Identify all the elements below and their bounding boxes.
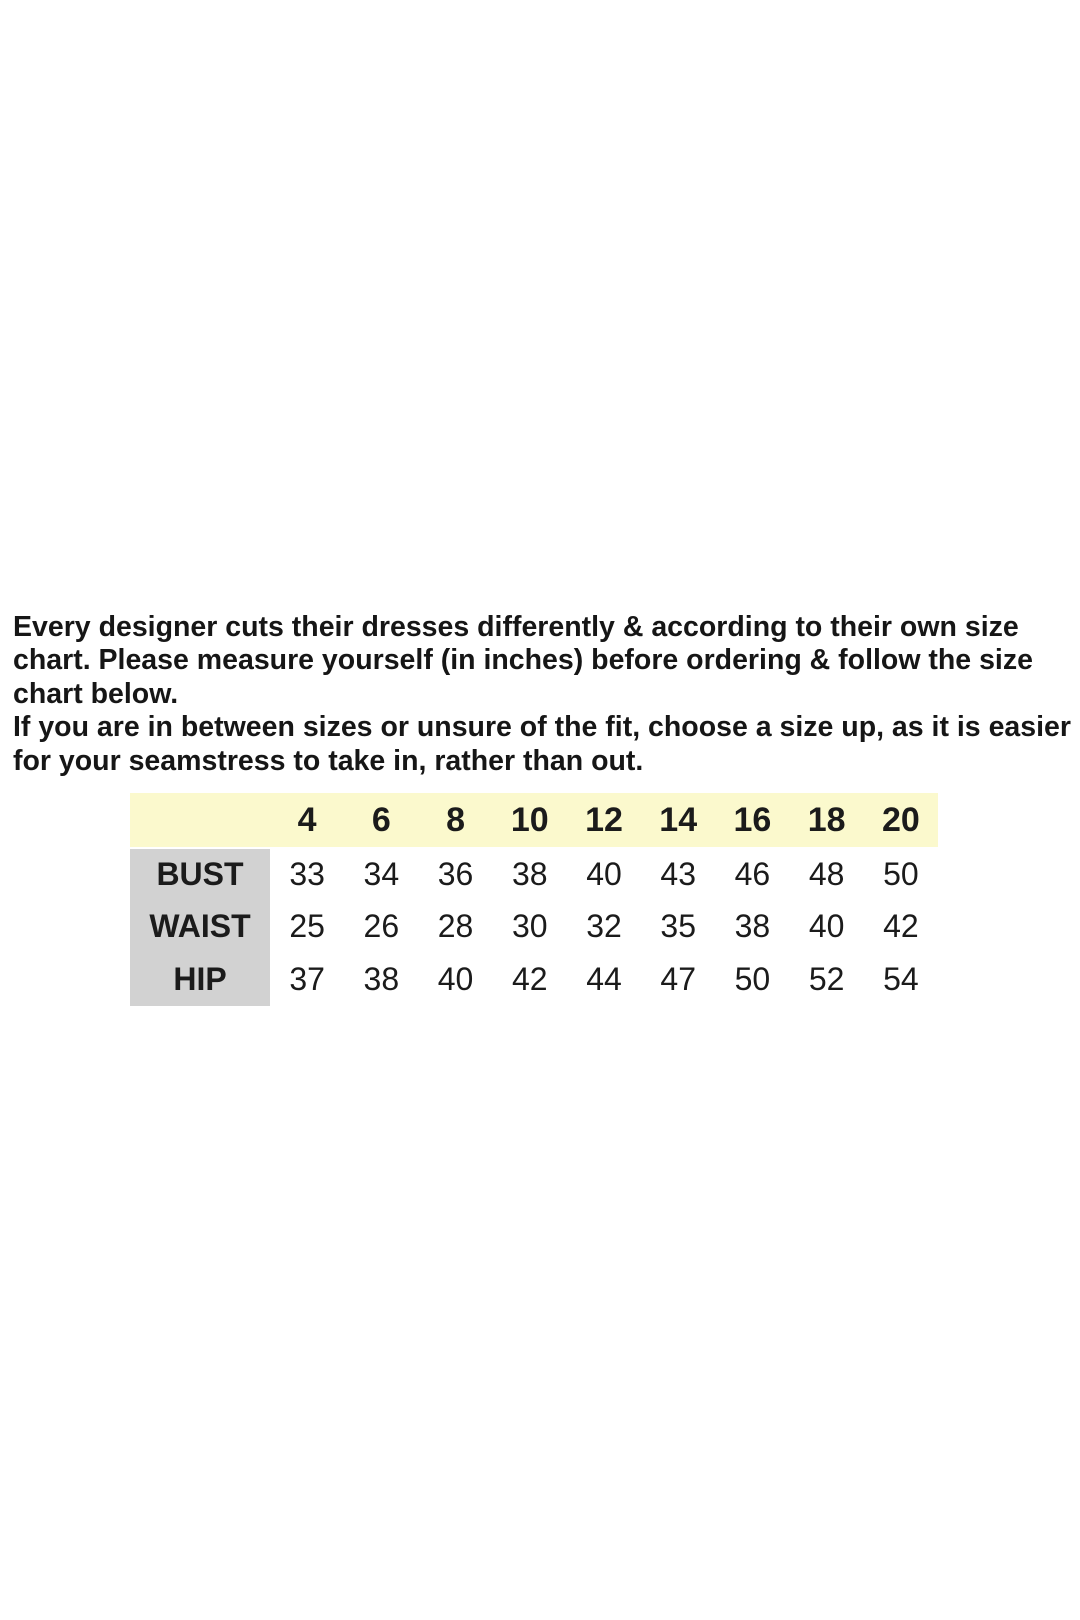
corner-cell [130, 793, 270, 847]
measurement-cell: 46 [715, 847, 790, 900]
size-column-header: 14 [641, 793, 716, 847]
intro-text: Every designer cuts their dresses differ… [13, 611, 1075, 778]
size-column-header: 12 [566, 793, 642, 847]
size-chart-body: BUST 33 34 36 38 40 43 46 48 50 WAIST 25 26 28 30 32 35 3… [130, 847, 938, 1006]
size-column-header: 16 [715, 793, 790, 847]
row-label: BUST [130, 847, 270, 900]
measurement-cell: 52 [789, 953, 864, 1006]
size-column-header: 20 [863, 793, 938, 847]
measurement-cell: 35 [641, 900, 716, 953]
measurement-cell: 30 [492, 900, 567, 953]
measurement-row: WAIST 25 26 28 30 32 35 38 40 42 [130, 900, 938, 953]
measurement-cell: 50 [863, 847, 938, 900]
size-chart-table: 4 6 8 10 12 14 16 18 20 BUST 33 34 36 38 40 43 46 48 50 WA… [130, 793, 938, 1006]
measurement-cell: 44 [566, 953, 642, 1006]
measurement-cell: 38 [344, 953, 419, 1006]
measurement-cell: 37 [270, 953, 345, 1006]
measurement-row: BUST 33 34 36 38 40 43 46 48 50 [130, 847, 938, 900]
intro-line: for your seamstress to take in, rather t… [13, 744, 644, 777]
size-column-header: 4 [270, 793, 345, 847]
measurement-cell: 40 [418, 953, 493, 1006]
intro-line: If you are in between sizes or unsure of… [13, 711, 1071, 744]
size-column-header: 6 [344, 793, 419, 847]
measurement-cell: 38 [715, 900, 790, 953]
intro-line: chart. Please measure yourself (in inche… [13, 644, 1033, 677]
intro-line: Every designer cuts their dresses differ… [13, 611, 1019, 643]
measurement-cell: 33 [270, 847, 345, 900]
measurement-cell: 36 [418, 847, 493, 900]
measurement-cell: 43 [641, 847, 716, 900]
measurement-row: HIP 37 38 40 42 44 47 50 52 54 [130, 953, 938, 1006]
size-column-header: 8 [418, 793, 493, 847]
measurement-cell: 26 [344, 900, 419, 953]
measurement-cell: 34 [344, 847, 419, 900]
measurement-cell: 42 [492, 953, 567, 1006]
measurement-cell: 25 [270, 900, 345, 953]
measurement-cell: 54 [863, 953, 938, 1006]
measurement-cell: 50 [715, 953, 790, 1006]
measurement-cell: 40 [566, 847, 642, 900]
size-column-header: 10 [492, 793, 567, 847]
measurement-cell: 48 [789, 847, 864, 900]
measurement-cell: 47 [641, 953, 716, 1006]
measurement-cell: 38 [492, 847, 567, 900]
intro-line: chart below. [13, 677, 179, 710]
size-column-header: 18 [789, 793, 864, 847]
size-header-row: 4 6 8 10 12 14 16 18 20 [130, 793, 938, 847]
measurement-cell: 42 [863, 900, 938, 953]
measurement-cell: 40 [789, 900, 864, 953]
measurement-cell: 32 [566, 900, 642, 953]
measurement-cell: 28 [418, 900, 493, 953]
row-label: WAIST [130, 900, 270, 953]
row-label: HIP [130, 953, 270, 1006]
